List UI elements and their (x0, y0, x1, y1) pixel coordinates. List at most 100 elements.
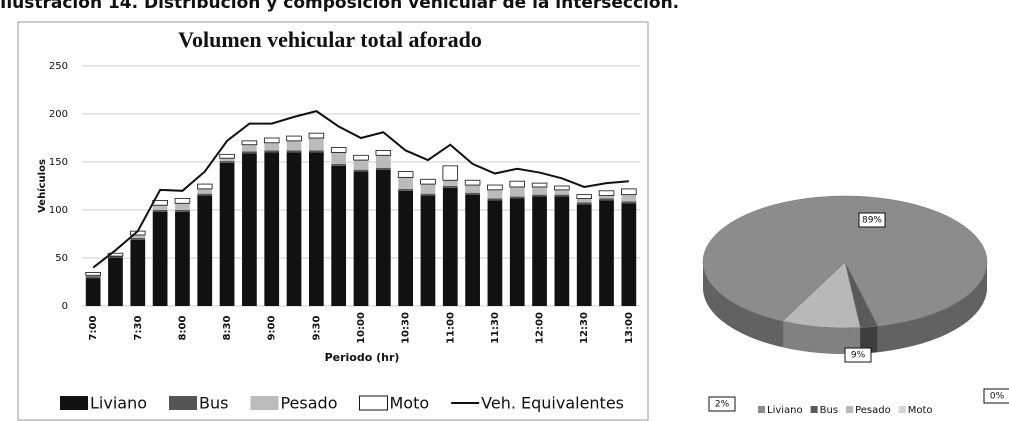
bar-segment (621, 203, 637, 306)
x-tick-label: 7:00 (88, 316, 99, 341)
bar-segment (330, 147, 347, 153)
legend-swatch (358, 395, 388, 411)
bar-segment (465, 194, 480, 306)
legend-label: Bus (199, 394, 228, 413)
bar-segment (532, 196, 547, 306)
bar-segment (465, 185, 480, 193)
legend-swatch (810, 406, 818, 413)
bar-segment (308, 138, 324, 151)
bar-segment (398, 190, 414, 306)
bar-segment (175, 211, 190, 306)
bar-segment (442, 165, 459, 181)
data-label: 0% (990, 392, 1005, 402)
x-tick-label: 10:00 (356, 312, 367, 344)
legend-swatch (60, 396, 88, 410)
x-tick-label: 12:30 (579, 312, 590, 344)
legend-label: Liviano (767, 405, 803, 416)
y-tick-label: 50 (55, 253, 68, 264)
bar-segment (85, 276, 101, 279)
x-tick-label: 13:00 (624, 312, 635, 344)
bar-segment (308, 132, 325, 139)
bar-segment (108, 258, 123, 306)
x-tick-label: 9:30 (311, 316, 322, 341)
bar-segment (331, 152, 347, 164)
bar-segment (397, 171, 414, 178)
bar-segment (487, 189, 503, 199)
x-tick-label: 9:00 (267, 316, 278, 341)
bar-segment (85, 278, 101, 306)
legend-swatch (250, 396, 279, 410)
bar-segment (152, 210, 168, 212)
bar-segment (175, 203, 190, 210)
bar-segment (509, 198, 525, 306)
bar-segment (398, 188, 414, 191)
bar-segment (242, 144, 257, 152)
data-label: 89% (862, 216, 882, 226)
legend-swatch (846, 406, 854, 413)
bar-segment (286, 150, 302, 153)
x-tick-label: 8:30 (222, 316, 233, 341)
pie-slice (702, 195, 988, 327)
bar-segment (465, 192, 480, 195)
bar-segment (196, 183, 213, 190)
line-series (92, 110, 629, 269)
bar-segment (487, 200, 503, 306)
bar-segment (219, 162, 235, 306)
bar-segment (576, 202, 592, 205)
y-tick-label: 0 (62, 301, 68, 312)
bar-segment (242, 151, 257, 154)
bar-segment (152, 205, 168, 210)
bar-segment (554, 185, 570, 191)
legend-label: Liviano (90, 394, 147, 413)
y-axis-label: Vehículos (36, 159, 48, 213)
pie-slice (781, 261, 861, 329)
y-tick-label: 200 (49, 109, 68, 120)
bar-segment (554, 189, 570, 195)
bar-segment (353, 154, 369, 161)
x-axis-label: Periodo (hr) (325, 351, 400, 364)
bar-segment (442, 180, 458, 186)
bar-segment (130, 237, 146, 240)
x-tick-label: 12:00 (535, 312, 546, 344)
legend-swatch (169, 396, 198, 410)
bar-segment (308, 150, 324, 153)
x-tick-label: 10:30 (401, 312, 412, 344)
legend-label: Moto (908, 405, 933, 416)
bar-segment (263, 137, 280, 144)
bar-segment (599, 200, 614, 306)
y-tick-label: 250 (49, 61, 68, 72)
bar-segment (598, 190, 615, 197)
bar-segment (197, 195, 213, 306)
data-label-box (858, 212, 886, 228)
bar-segment (532, 194, 547, 197)
x-tick-label: 7:30 (133, 316, 144, 341)
data-label-box (983, 388, 1009, 404)
bar-segment (554, 194, 570, 197)
bar-segment (175, 210, 190, 212)
bar-segment (286, 135, 302, 142)
chart-title: Volumen vehicular total aforado (178, 27, 482, 52)
bar-segment (375, 169, 391, 306)
bar-segment (174, 198, 191, 204)
bar-segment (509, 186, 525, 197)
bar-segment (576, 198, 592, 203)
bar-segment (509, 180, 526, 188)
bar-segment (375, 150, 392, 156)
data-label-box (708, 396, 736, 412)
bar-segment (85, 275, 101, 277)
legend-label: Moto (389, 394, 429, 413)
bar-segment (353, 160, 369, 170)
bar-segment (487, 184, 503, 191)
bar-segment (286, 152, 302, 306)
bar-segment (331, 163, 347, 166)
y-tick-label: 100 (49, 205, 68, 216)
bar-segment (420, 195, 436, 306)
bar-segment (420, 193, 436, 196)
data-label: 2% (715, 400, 730, 410)
bar-segment (286, 140, 302, 151)
bar-segment (242, 153, 257, 306)
bar-segment (576, 194, 592, 199)
bar-segment (621, 188, 637, 196)
bar-segment (108, 256, 123, 258)
